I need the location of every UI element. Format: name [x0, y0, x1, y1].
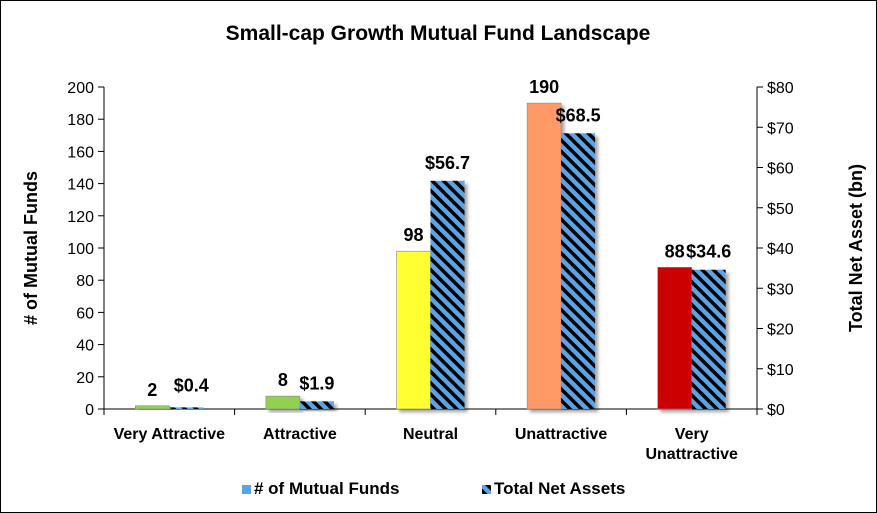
y-tick-label-left: 120: [67, 209, 94, 226]
bar-net-assets: [169, 407, 204, 409]
x-tick-label: Unattractive: [515, 426, 608, 443]
y-tick-label-right: $10: [767, 362, 794, 379]
bar-funds: [265, 395, 301, 410]
bar-net-assets: [430, 180, 465, 409]
y-tick-label-left: 0: [85, 402, 94, 419]
y-axis-title-right: Total Net Asset (bn): [846, 164, 866, 332]
y-tick-label-left: 60: [76, 305, 94, 322]
y-tick-label-right: $30: [767, 281, 794, 298]
data-label-net-assets: $56.7: [425, 153, 470, 173]
legend: # of Mutual Funds Total Net Assets: [242, 479, 625, 498]
y-tick-label-left: 100: [67, 241, 94, 258]
data-label-funds: 2: [147, 380, 157, 400]
bar-net-assets: [561, 133, 596, 409]
data-label-net-assets: $1.9: [299, 373, 334, 393]
legend-swatch-net-assets: [482, 485, 491, 494]
legend-swatch-funds: [242, 485, 251, 494]
data-label-net-assets: $0.4: [174, 375, 209, 395]
chart-title: Small-cap Growth Mutual Fund Landscape: [226, 22, 651, 45]
y-tick-label-left: 180: [67, 112, 94, 129]
data-label-funds: 98: [403, 225, 423, 245]
y-tick-label-left: 80: [76, 273, 94, 290]
bar-funds: [396, 250, 431, 410]
data-label-net-assets: $34.6: [686, 242, 731, 262]
bar-funds: [135, 405, 170, 410]
y-tick-label-right: $0: [767, 402, 785, 419]
x-tick-label: Unattractive: [645, 446, 738, 463]
data-label-net-assets: $68.5: [556, 105, 601, 125]
x-tick-label: Attractive: [263, 426, 337, 443]
y-axis-title-left: # of Mutual Funds: [21, 171, 41, 325]
y-tick-label-right: $60: [767, 161, 794, 178]
y-tick-label-right: $40: [767, 241, 794, 258]
y-tick-label-right: $70: [767, 120, 794, 137]
legend-label-net-assets: Total Net Assets: [494, 479, 625, 498]
y-tick-label-left: 200: [67, 80, 94, 97]
y-tick-label-left: 140: [67, 177, 94, 194]
legend-label-funds: # of Mutual Funds: [254, 479, 399, 498]
bar-net-assets: [299, 401, 334, 409]
data-label-funds: 190: [529, 77, 559, 97]
x-tick-label: Neutral: [403, 426, 458, 443]
data-label-funds: 8: [278, 370, 288, 390]
y-tick-label-left: 20: [76, 370, 94, 387]
bar-funds: [526, 102, 562, 410]
y-tick-label-right: $50: [767, 201, 794, 218]
bar-funds: [657, 267, 693, 410]
x-tick-label: Very Attractive: [114, 426, 226, 443]
data-label-funds: 88: [665, 241, 685, 261]
y-tick-label-left: 160: [67, 144, 94, 161]
y-tick-label-left: 40: [76, 338, 94, 355]
y-tick-label-right: $80: [767, 80, 794, 97]
x-tick-label: Very: [675, 426, 709, 443]
bar-net-assets: [691, 269, 726, 409]
y-tick-label-right: $20: [767, 322, 794, 339]
